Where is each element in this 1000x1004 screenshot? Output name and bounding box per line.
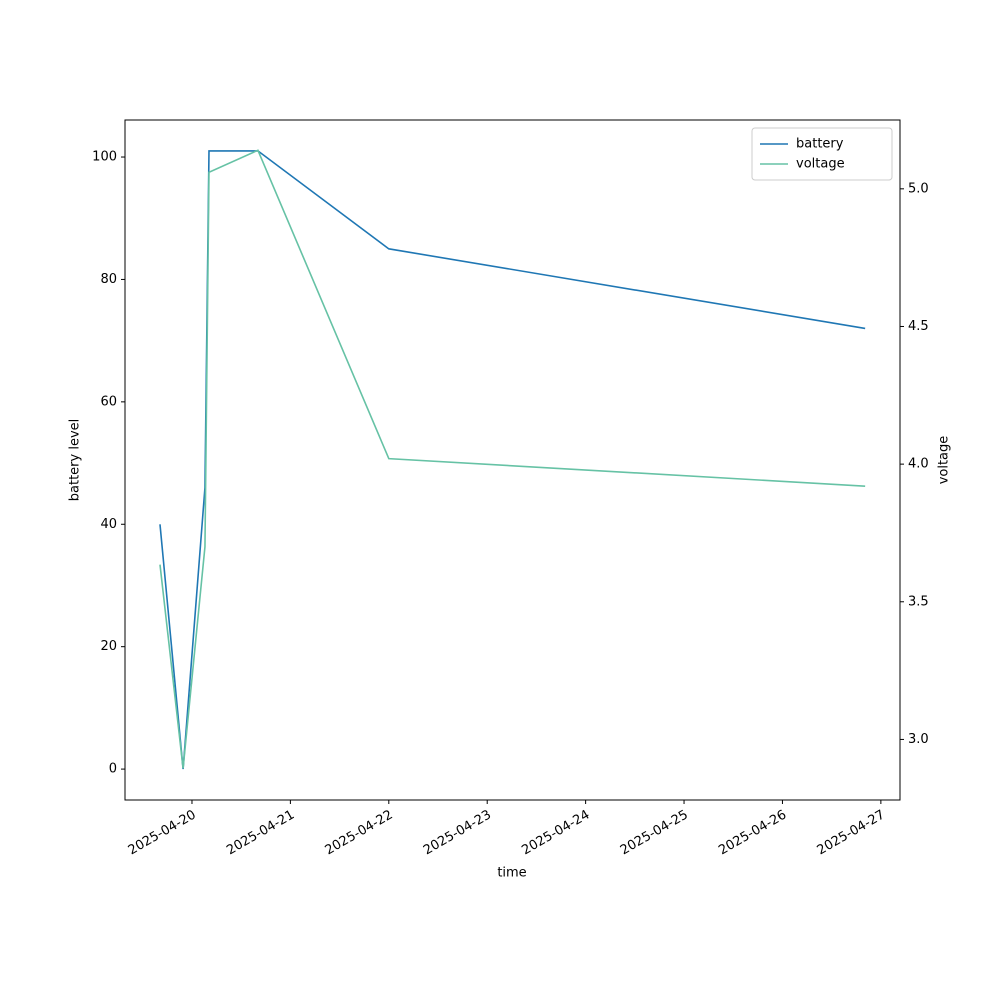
legend-box [751, 127, 893, 181]
x-tick-label: 2025-04-26 [716, 808, 789, 859]
x-tick-label: 2025-04-27 [815, 808, 888, 859]
series-line [159, 150, 866, 770]
x-tick-label: 2025-04-22 [323, 808, 396, 859]
y-tick-label: 100 [92, 150, 117, 165]
y2-tick-label: 4.5 [908, 319, 929, 334]
x-tick-label: 2025-04-23 [421, 808, 494, 859]
y-tick-label: 60 [100, 394, 117, 409]
legend-label: battery [796, 137, 844, 152]
y2-tick-label: 3.5 [908, 594, 929, 609]
y-tick-label: 40 [100, 517, 117, 532]
y-tick-label: 20 [100, 639, 117, 654]
x-tick-label: 2025-04-24 [519, 808, 592, 859]
x-axis-label: time [497, 866, 526, 881]
plot-frame [124, 119, 901, 801]
y2-axis-label: voltage [937, 436, 952, 485]
x-tick-label: 2025-04-25 [618, 808, 691, 859]
x-tick-label: 2025-04-20 [126, 808, 199, 859]
x-tick-label: 2025-04-21 [224, 808, 297, 859]
y2-tick-label: 5.0 [908, 181, 929, 196]
y-axis-label: battery level [68, 419, 83, 502]
legend-label: voltage [796, 157, 845, 172]
y-tick-label: 80 [100, 272, 117, 287]
y2-tick-label: 4.0 [908, 457, 929, 472]
y2-tick-label: 3.0 [908, 732, 929, 747]
y-tick-label: 0 [109, 762, 117, 777]
series-line [159, 149, 866, 769]
